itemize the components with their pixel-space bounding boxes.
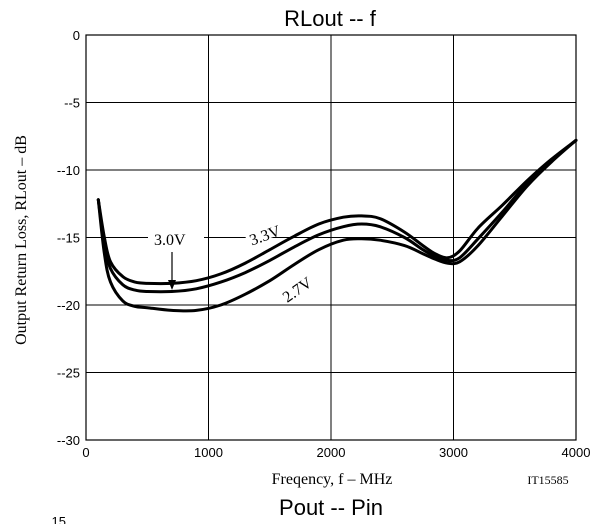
series-line-2-7v — [96, 138, 578, 313]
x-ticks: 0 1000 2000 3000 4000 — [82, 445, 590, 460]
series-line-3-0v — [96, 138, 578, 294]
arrow-3-0v-head — [168, 280, 176, 290]
x-axis-label: Freqency, f – MHz — [272, 471, 393, 488]
y-tick-label: --30 — [57, 433, 80, 448]
series-line-3-3v — [96, 138, 578, 286]
y-tick-label: 0 — [73, 28, 80, 43]
x-tick-label: 3000 — [439, 445, 468, 460]
chart-title: RLout -- f — [284, 6, 377, 31]
series — [96, 138, 578, 313]
x-tick-label: 0 — [82, 445, 89, 460]
label-3-0v: 3.0V — [154, 232, 186, 249]
y-tick-label: --5 — [64, 96, 80, 111]
y-tick-label: --25 — [57, 366, 80, 381]
next-chart-title: Pout -- Pin — [279, 495, 383, 520]
x-tick-label: 1000 — [194, 445, 223, 460]
x-tick-label: 2000 — [317, 445, 346, 460]
annotation-2-7v: 2.7V — [274, 262, 322, 306]
x-tick-label: 4000 — [562, 445, 591, 460]
y-tick-label: --20 — [57, 298, 80, 313]
annotation-3-0v: 3.0V — [148, 229, 204, 290]
figure-code: IT15585 — [527, 473, 568, 487]
y-axis-label: Output Return Loss, RLout – dB — [13, 135, 30, 345]
y-tick-label: --10 — [57, 163, 80, 178]
next-chart-tick: 15 — [52, 514, 66, 524]
y-tick-label: --15 — [57, 231, 80, 246]
plot-frame — [85, 34, 577, 441]
y-ticks: 0 --5 --10 --15 --20 --25 --30 — [57, 28, 80, 448]
